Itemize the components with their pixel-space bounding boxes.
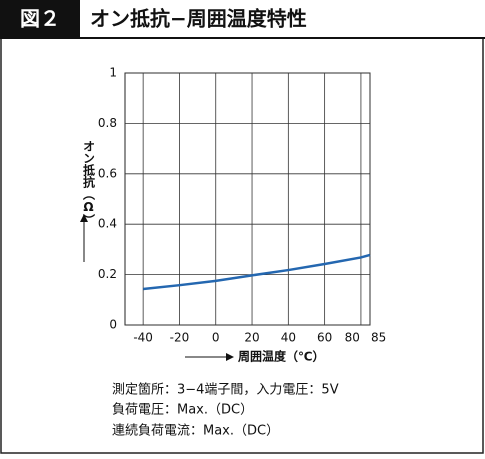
note: 測定箇所：3−4端子間，入力電圧：5V (112, 382, 339, 398)
x-axis-label: 周囲温度（℃） (238, 349, 325, 364)
y-tick-label: 1 (109, 66, 117, 80)
y-tick-label: 0.6 (98, 166, 117, 180)
x-tick-label: -20 (170, 331, 190, 345)
figure-number: 図２ (20, 7, 60, 31)
note: 負荷電圧：Max.（DC） (112, 403, 253, 418)
y-axis-label: オン抵抗（Ω） (82, 140, 96, 226)
figure-badge (0, 0, 80, 38)
y-arrow-head (80, 214, 88, 222)
note: 連続負荷電流：Max.（DC） (112, 424, 279, 439)
x-arrow-head (226, 353, 234, 361)
x-tick-label: 85 (371, 331, 386, 345)
x-tick-label: 20 (244, 331, 259, 345)
figure-title: オン抵抗−周囲温度特性 (90, 7, 307, 31)
x-tick-label: 80 (345, 331, 360, 345)
y-tick-label: 0.8 (98, 116, 117, 130)
x-tick-label: 60 (317, 331, 332, 345)
y-tick-label: 0 (109, 318, 117, 332)
data-line (143, 253, 371, 291)
x-tick-label: 40 (281, 331, 296, 345)
y-tick-label: 0.4 (98, 217, 117, 231)
y-tick-label: 0.2 (98, 267, 117, 281)
x-tick-label: 0 (212, 331, 220, 345)
x-tick-label: -40 (133, 331, 153, 345)
